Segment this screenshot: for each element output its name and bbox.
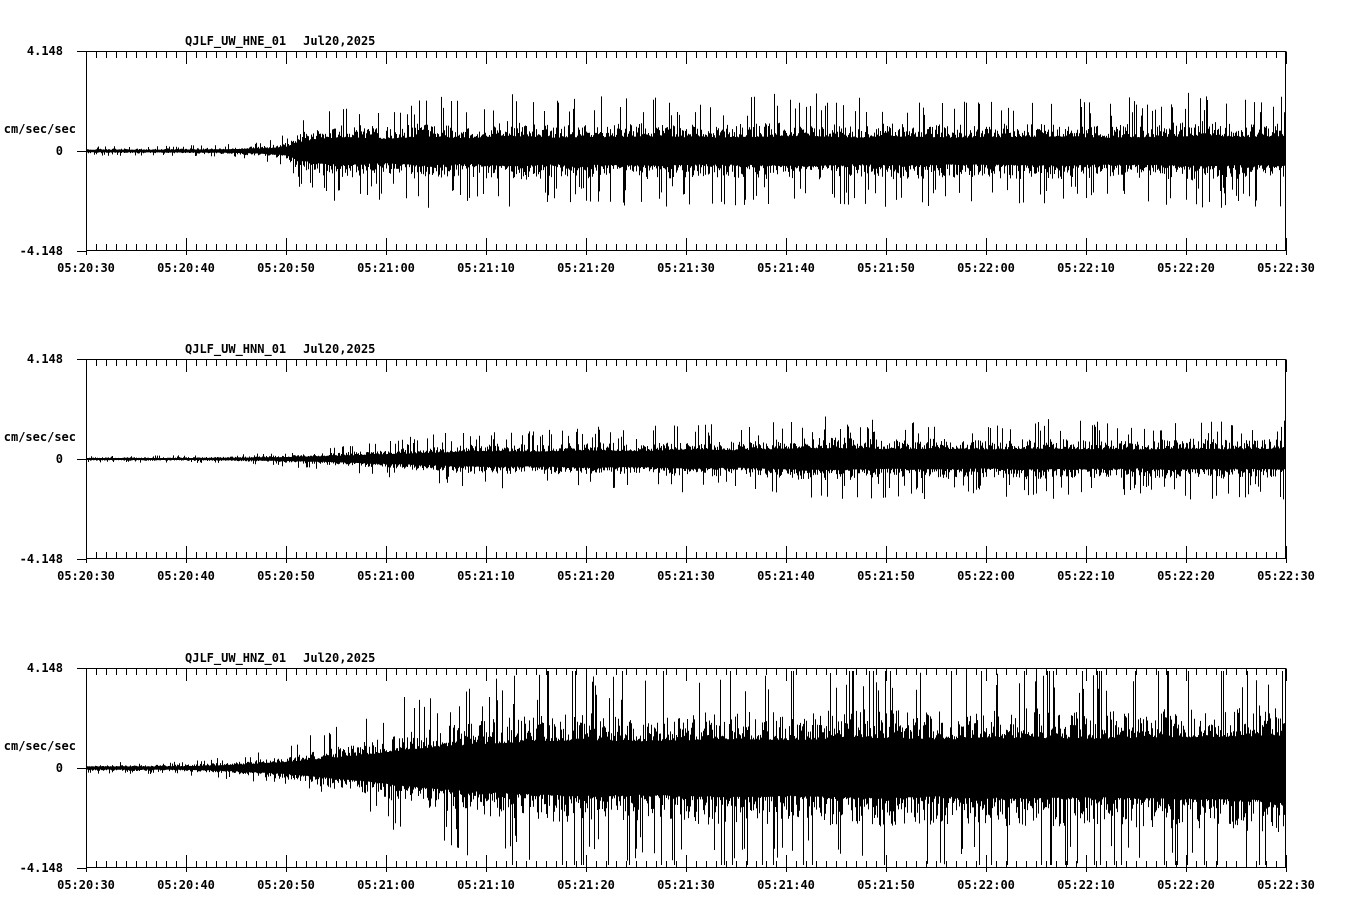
x-tick-label: 05:21:50 <box>857 569 915 583</box>
x-tick-label: 05:21:10 <box>457 569 515 583</box>
x-tick-label: 05:20:50 <box>257 569 315 583</box>
x-tick-label: 05:21:20 <box>557 261 615 275</box>
x-tick-label: 05:21:00 <box>357 261 415 275</box>
x-tick-label: 05:22:10 <box>1057 878 1115 892</box>
x-tick-label: 05:20:40 <box>157 569 215 583</box>
y-axis-unit-label: cm/sec/sec <box>3 122 76 136</box>
x-tick-label: 05:21:50 <box>857 878 915 892</box>
x-tick-label: 05:20:40 <box>157 261 215 275</box>
x-tick-label: 05:22:20 <box>1157 878 1215 892</box>
x-tick-label: 05:20:30 <box>57 261 115 275</box>
x-tick-label: 05:22:30 <box>1257 878 1315 892</box>
plot-stroke <box>86 671 1286 865</box>
y-tick-label-zero: 0 <box>55 761 63 775</box>
x-tick-label: 05:21:20 <box>557 569 615 583</box>
y-axis-unit-label: cm/sec/sec <box>3 430 76 444</box>
x-tick-label: 05:20:30 <box>57 569 115 583</box>
x-tick-label: 05:22:10 <box>1057 569 1115 583</box>
x-tick-label: 05:21:00 <box>357 878 415 892</box>
x-tick-label: 05:22:00 <box>957 878 1015 892</box>
plot-stroke <box>77 51 1287 255</box>
x-tick-label: 05:22:30 <box>1257 569 1315 583</box>
trace-date: Jul20,2025 <box>303 34 376 48</box>
x-tick-label: 05:20:30 <box>57 878 115 892</box>
y-tick-label-min: -4.148 <box>19 861 63 875</box>
x-tick-label: 05:22:30 <box>1257 261 1315 275</box>
y-tick-label-max: 4.148 <box>26 352 63 366</box>
x-tick-label: 05:21:30 <box>657 569 715 583</box>
x-tick-label: 05:22:00 <box>957 261 1015 275</box>
x-tick-label: 05:22:20 <box>1157 261 1215 275</box>
x-tick-label: 05:20:40 <box>157 878 215 892</box>
plot-stroke <box>77 359 1287 563</box>
x-tick-label: 05:22:00 <box>957 569 1015 583</box>
x-tick-label: 05:21:40 <box>757 261 815 275</box>
y-tick-label-min: -4.148 <box>19 552 63 566</box>
x-tick-label: 05:21:20 <box>557 878 615 892</box>
x-tick-label: 05:21:10 <box>457 878 515 892</box>
trace-id: QJLF_UW_HNE_01 <box>185 34 287 48</box>
x-tick-label: 05:22:10 <box>1057 261 1115 275</box>
y-axis-unit-label: cm/sec/sec <box>3 739 76 753</box>
trace-date: Jul20,2025 <box>303 342 376 356</box>
x-tick-label: 05:21:40 <box>757 569 815 583</box>
plot-stroke <box>86 416 1286 500</box>
x-tick-label: 05:21:50 <box>857 261 915 275</box>
y-tick-label-max: 4.148 <box>26 44 63 58</box>
x-tick-label: 05:21:10 <box>457 261 515 275</box>
plot-stroke <box>86 92 1286 208</box>
trace-id: QJLF_UW_HNN_01 <box>185 342 287 356</box>
panel-title: QJLF_UW_HNZ_01 Jul20,2025 <box>185 651 375 665</box>
x-tick-label: 05:20:50 <box>257 261 315 275</box>
x-tick-label: 05:20:50 <box>257 878 315 892</box>
x-tick-label: 05:21:00 <box>357 569 415 583</box>
x-tick-label: 05:21:30 <box>657 261 715 275</box>
trace-id: QJLF_UW_HNZ_01 <box>185 651 287 665</box>
y-tick-label-max: 4.148 <box>26 661 63 675</box>
x-tick-label: 05:22:20 <box>1157 569 1215 583</box>
y-tick-label-min: -4.148 <box>19 244 63 258</box>
y-tick-label-zero: 0 <box>55 144 63 158</box>
trace-date: Jul20,2025 <box>303 651 376 665</box>
x-tick-label: 05:21:40 <box>757 878 815 892</box>
panel-title: QJLF_UW_HNN_01 Jul20,2025 <box>185 342 375 356</box>
x-tick-label: 05:21:30 <box>657 878 715 892</box>
panel-title: QJLF_UW_HNE_01 Jul20,2025 <box>185 34 375 48</box>
y-tick-label-zero: 0 <box>55 452 63 466</box>
